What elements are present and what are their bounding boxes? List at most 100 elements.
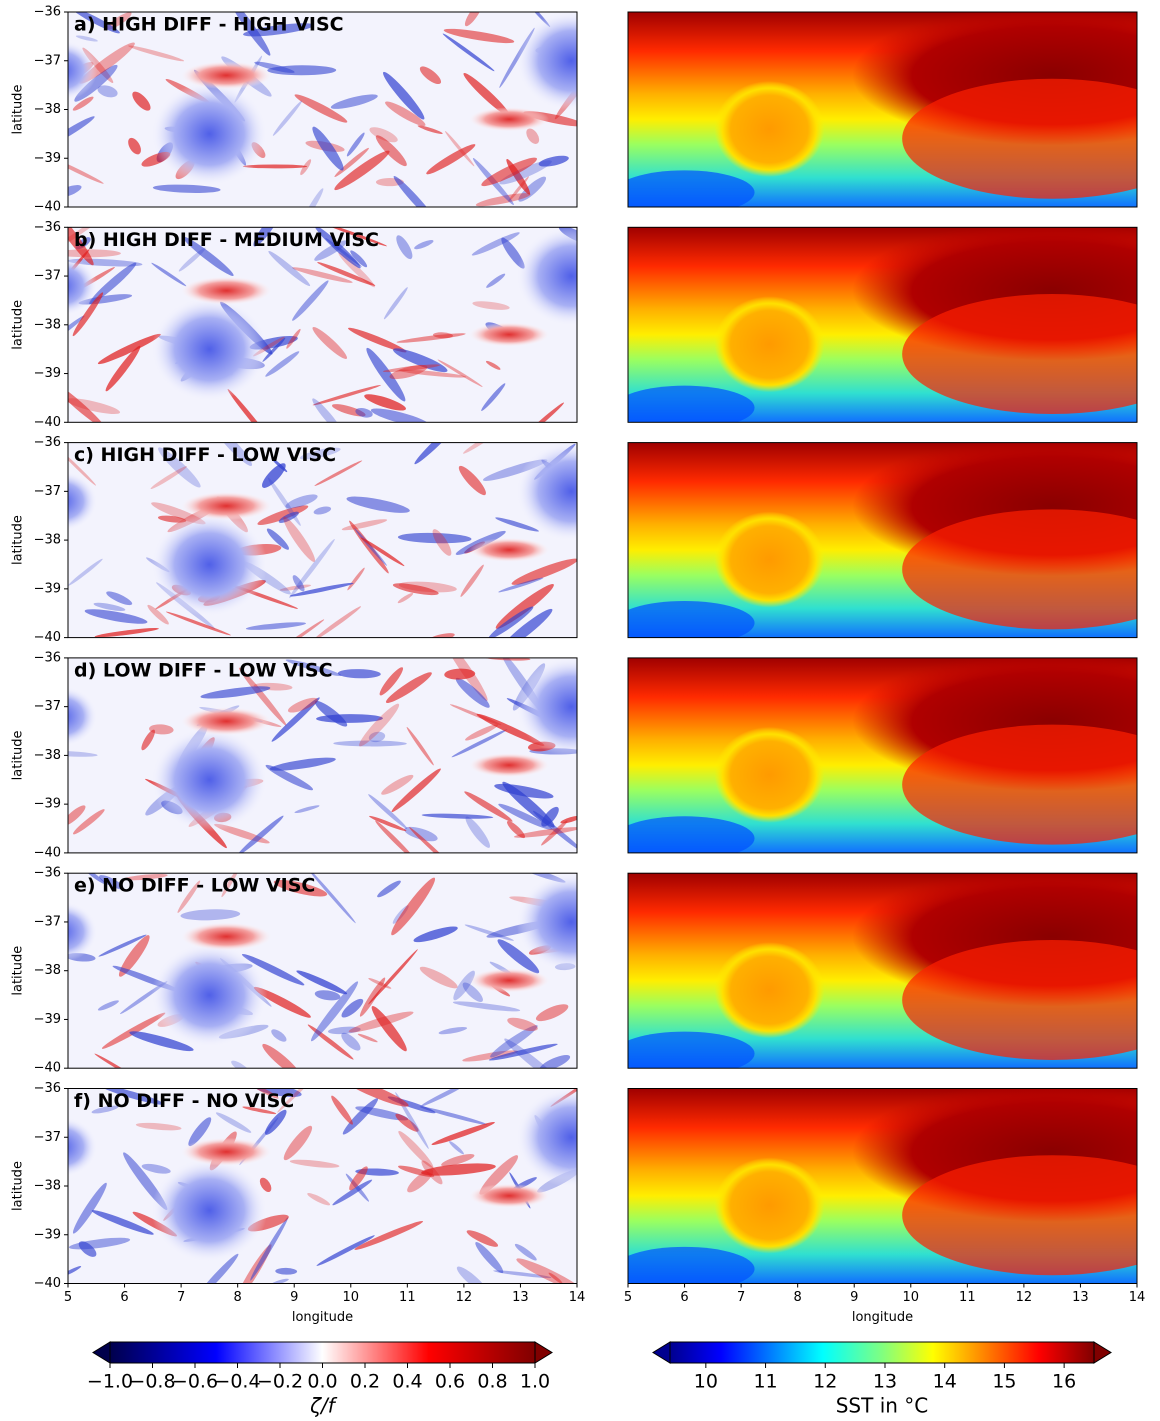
colorbar: −1.0−0.8−0.6−0.4−0.2 0.0 0.2 0.4 0.6 0.8 1.0 ζ/… xyxy=(87,1341,553,1418)
field-filament xyxy=(259,1177,272,1192)
y-tick-label: −37 xyxy=(34,914,61,929)
field-filament xyxy=(338,252,375,288)
y-axis-label: latitude xyxy=(11,730,26,780)
panel-title: f) NO DIFF - NO VISC xyxy=(74,1090,294,1112)
panel: f) NO DIFF - NO VISC −36 −37 −38 −39 −405 6 7 8 9… xyxy=(11,1081,586,1325)
x-tick-label: 8 xyxy=(234,1290,242,1305)
field-filament xyxy=(253,227,279,247)
field-filament xyxy=(490,1025,538,1058)
field-filament xyxy=(455,677,490,708)
field-filament xyxy=(267,477,301,526)
y-tick-label: −36 xyxy=(34,866,61,881)
field-filament xyxy=(407,1169,434,1193)
field-filament xyxy=(498,577,544,593)
field-filament xyxy=(292,267,353,283)
field-filament xyxy=(449,1141,464,1155)
field-filament xyxy=(265,351,300,377)
field-eddy xyxy=(516,442,577,542)
y-tick-label: −39 xyxy=(34,1227,61,1242)
panel xyxy=(627,226,1138,423)
colorbar-extend-low xyxy=(652,1341,671,1364)
field-filament xyxy=(289,538,335,599)
field-filament xyxy=(313,506,332,515)
field-filament xyxy=(458,465,486,496)
field-eddy xyxy=(181,491,272,520)
y-tick-label: −36 xyxy=(34,435,61,450)
field-filament xyxy=(221,873,240,898)
field-filament xyxy=(267,65,337,76)
field-filament xyxy=(375,135,407,167)
x-tick-label: 9 xyxy=(850,1290,858,1305)
x-tick-label: 10 xyxy=(903,1290,920,1305)
field-filament xyxy=(68,1266,82,1277)
panel-frame xyxy=(627,226,1138,423)
field-filament xyxy=(426,144,476,175)
field-filament xyxy=(462,1050,519,1062)
field-filament xyxy=(354,1221,424,1250)
field-region xyxy=(902,509,1137,630)
field-filament xyxy=(292,575,305,592)
field-filament xyxy=(285,494,318,509)
field-filament xyxy=(383,364,441,373)
field-filament xyxy=(513,827,577,838)
field-filament xyxy=(476,713,545,746)
field-filament xyxy=(314,990,341,1001)
field-filament xyxy=(310,981,359,1042)
y-tick-label: −38 xyxy=(34,1179,61,1194)
field-filament xyxy=(359,977,386,1017)
field-filament xyxy=(348,327,407,353)
field-filament xyxy=(357,1033,378,1043)
field-eddy xyxy=(181,922,272,951)
field-filament xyxy=(535,1004,569,1022)
y-axis-label: latitude xyxy=(11,1161,26,1211)
field-filament xyxy=(316,714,383,723)
field-filament xyxy=(462,982,483,1003)
y-axis-label: latitude xyxy=(11,85,26,135)
field-filament xyxy=(349,1166,368,1191)
field-eddy xyxy=(181,1137,272,1166)
panel: d) LOW DIFF - LOW VISC −36 −37 −38 −39 −40 lat… xyxy=(11,650,578,860)
field-filament xyxy=(333,740,407,747)
field-filament xyxy=(346,496,410,513)
field-filament xyxy=(475,1241,504,1274)
colorbar-extend-high xyxy=(1093,1341,1112,1364)
y-tick-label: −37 xyxy=(34,699,61,714)
field-filament xyxy=(398,369,467,378)
field-filament xyxy=(250,1217,289,1281)
field-eddy xyxy=(516,657,577,757)
field xyxy=(628,227,1137,423)
colorbar-tick-label: 11 xyxy=(753,1371,777,1393)
x-tick-label: 9 xyxy=(290,1290,298,1305)
x-tick-label: 14 xyxy=(1129,1290,1146,1305)
field-filament xyxy=(307,1024,354,1060)
field-filament xyxy=(359,703,400,747)
field-filament xyxy=(383,71,425,120)
field-filament xyxy=(348,1011,414,1033)
field-filament xyxy=(368,731,386,743)
field-filament xyxy=(254,1088,302,1098)
field-filament xyxy=(398,581,457,593)
field-filament xyxy=(317,262,376,286)
panel-frame xyxy=(627,657,1138,854)
x-tick-label: 5 xyxy=(64,1290,72,1305)
colorbar-label: SST in °C xyxy=(836,1394,929,1418)
panel-frame xyxy=(627,872,1138,1069)
field-filament xyxy=(391,768,441,813)
field-filament xyxy=(442,33,495,72)
field-filament xyxy=(94,1053,138,1069)
field-filament xyxy=(272,100,303,136)
field-filament xyxy=(419,1106,488,1125)
field-filament xyxy=(180,909,241,921)
field-filament xyxy=(177,880,201,913)
field xyxy=(68,1088,577,1284)
field-filament xyxy=(419,66,442,85)
field-filament xyxy=(332,1179,373,1206)
field-filament xyxy=(539,1054,571,1069)
field-region xyxy=(902,724,1137,845)
field-eddy xyxy=(516,1088,577,1188)
field-filament xyxy=(100,1088,164,1105)
field-filament xyxy=(538,155,569,167)
field-eddy xyxy=(68,686,98,747)
colorbar-tick-label: −1.0 xyxy=(87,1371,133,1393)
